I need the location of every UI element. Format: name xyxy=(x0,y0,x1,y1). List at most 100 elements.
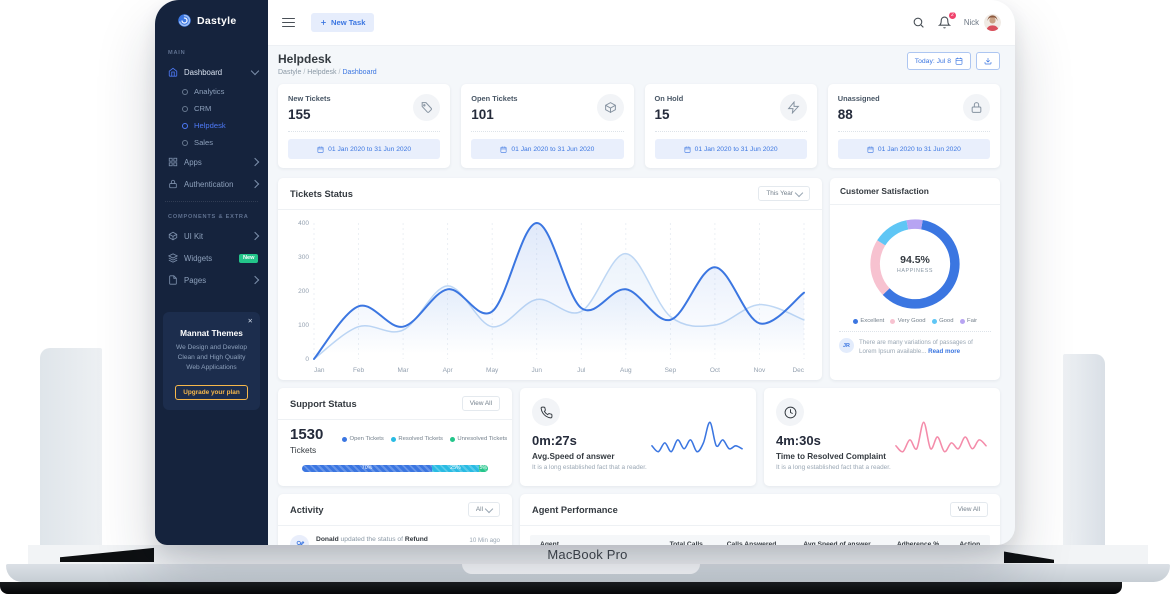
satisfaction-donut-chart: 94.5% HAPPINESS xyxy=(863,212,967,316)
activity-filter-select[interactable]: All xyxy=(467,502,500,517)
svg-text:Mar: Mar xyxy=(397,367,409,374)
year-filter-value: This Year xyxy=(766,190,793,197)
svg-text:100: 100 xyxy=(298,322,309,329)
legend-dot xyxy=(852,318,858,324)
sidebar-item-label: Pages xyxy=(184,275,207,285)
laptop-hinge xyxy=(28,545,1148,564)
sidebar-item-dashboard[interactable]: Dashboard xyxy=(155,61,268,83)
notifications-button[interactable]: 2 xyxy=(937,11,956,30)
layers-icon xyxy=(168,253,178,263)
date-range-label: 01 Jan 2020 to 31 Jun 2020 xyxy=(694,145,778,153)
today-date-label: Today: Jul 8 xyxy=(914,57,951,65)
sidebar-item-uikit[interactable]: UI Kit xyxy=(155,225,268,247)
close-icon[interactable]: ✕ xyxy=(247,318,253,325)
sidebar-item-label: Apps xyxy=(184,157,202,167)
sidebar-item-apps[interactable]: Apps xyxy=(155,151,268,173)
view-all-button[interactable]: View All xyxy=(461,396,500,411)
chevron-down-icon xyxy=(794,188,804,197)
laptop-notch xyxy=(462,564,700,574)
legend-label: Resolved Tickets xyxy=(398,436,443,442)
new-task-button[interactable]: New Task xyxy=(311,13,375,32)
sidebar-item-crm[interactable]: CRM xyxy=(155,100,268,117)
today-date-button[interactable]: Today: Jul 8 xyxy=(906,52,971,70)
search-button[interactable] xyxy=(912,16,926,30)
menu-toggle-icon[interactable] xyxy=(282,15,295,29)
sidebar-subitem-label: Sales xyxy=(194,138,213,147)
activity-actor: Donald xyxy=(316,536,339,543)
laptop-hinge-shadow-right xyxy=(1004,551,1054,563)
agent-performance-card: Agent Performance View All Agent Total C… xyxy=(520,494,1000,545)
card-title: Tickets Status xyxy=(290,188,353,199)
legend-label: Fair xyxy=(967,318,978,324)
answer-speed-card: 0m:27s Avg.Speed of answer It is a long … xyxy=(520,388,756,486)
date-range-button[interactable]: 01 Jan 2020 to 31 Jun 2020 xyxy=(654,139,807,159)
date-range-button[interactable]: 01 Jan 2020 to 31 Jun 2020 xyxy=(837,139,990,159)
page-title: Helpdesk xyxy=(278,52,332,66)
page-content: Helpdesk Dastyle / Helpdesk / Dashboard Toda… xyxy=(268,45,1015,545)
activity-subject: Refund #1234 xyxy=(404,536,428,543)
sidebar-item-widgets[interactable]: Widgets New xyxy=(155,247,268,269)
svg-text:Nov: Nov xyxy=(754,367,766,374)
sidebar-item-analytics[interactable]: Analytics xyxy=(155,83,268,100)
upgrade-plan-button[interactable]: Upgrade your plan xyxy=(175,384,248,400)
tag-icon xyxy=(421,102,433,113)
sidebar-section-components: COMPONENTS & EXTRA xyxy=(168,214,249,220)
view-all-button[interactable]: View All xyxy=(949,502,988,517)
search-icon xyxy=(913,17,924,28)
date-range-button[interactable]: 01 Jan 2020 to 31 Jun 2020 xyxy=(288,139,441,159)
sidebar-section-main: MAIN xyxy=(168,50,186,56)
breadcrumb-current[interactable]: Dashboard xyxy=(342,69,377,76)
avatar xyxy=(984,14,1001,31)
date-range-button[interactable]: 01 Jan 2020 to 31 Jun 2020 xyxy=(471,139,624,159)
brand-swirl-icon xyxy=(178,14,191,27)
download-button[interactable] xyxy=(976,52,1000,70)
phone-icon xyxy=(540,406,552,418)
laptop-lid-left-edge xyxy=(40,348,102,552)
donut-svg xyxy=(870,219,960,309)
dashboard-window: Dastyle MAIN Dashboard Analytics CRM H xyxy=(155,0,1015,545)
sidebar-item-sales[interactable]: Sales xyxy=(155,134,268,151)
bullet-icon xyxy=(182,139,188,146)
chevron-right-icon xyxy=(250,275,260,285)
resolve-time-card: 4m:30s Time to Resolved Complaint It is … xyxy=(764,388,1000,486)
sidebar-item-label: Dashboard xyxy=(184,67,223,77)
svg-text:Jul: Jul xyxy=(577,367,586,374)
year-filter-select[interactable]: This Year xyxy=(758,186,810,201)
activity-time: 10 Min ago xyxy=(469,537,500,544)
sidebar-item-authentication[interactable]: Authentication xyxy=(155,173,268,195)
legend-dot xyxy=(959,318,965,324)
box-icon xyxy=(168,231,178,241)
legend-label: Good xyxy=(939,318,954,324)
column-header: Action xyxy=(959,541,981,545)
date-range-label: 01 Jan 2020 to 31 Jun 2020 xyxy=(877,145,961,153)
brand-logo[interactable]: Dastyle xyxy=(155,0,268,38)
sidebar-item-helpdesk[interactable]: Helpdesk xyxy=(155,117,268,134)
total-tickets-value: 1530 xyxy=(290,426,324,443)
chevron-right-icon xyxy=(250,231,260,241)
stat-card-on-hold: On Hold 15 01 Jan 2020 to 31 Jun 2020 xyxy=(644,84,817,168)
bell-icon xyxy=(937,16,951,28)
column-header: Adherence % xyxy=(896,541,940,545)
sidebar-item-label: Authentication xyxy=(184,179,234,189)
breadcrumb-link[interactable]: Dastyle xyxy=(278,69,302,76)
user-menu[interactable]: Nick xyxy=(964,14,1001,31)
promo-text: We Design and Develop Clean and High Qua… xyxy=(176,344,247,371)
satisfaction-note: JR There are many variations of passages… xyxy=(839,331,991,357)
card-title: Customer Satisfaction xyxy=(830,178,1000,205)
chevron-down-icon xyxy=(250,66,260,76)
card-title: Support Status xyxy=(290,398,357,409)
zap-icon xyxy=(787,101,800,114)
read-more-link[interactable]: Read more xyxy=(928,348,961,356)
page-header: Helpdesk Dastyle / Helpdesk / Dashboard Toda… xyxy=(278,52,1000,76)
tickets-status-line-chart: Jan Feb Mar Apr May Jun Jul Aug Sep Oct Nov Dec 0 100… xyxy=(298,220,805,374)
support-legend: Open Tickets Resolved Tickets Unresolved… xyxy=(342,436,507,442)
legend-dot xyxy=(390,436,396,442)
bullet-icon xyxy=(182,105,188,112)
answer-speed-sparkline xyxy=(651,421,743,453)
legend-dot xyxy=(890,318,896,324)
user-name: Nick xyxy=(963,18,979,27)
stat-card-unassigned: Unassigned 88 01 Jan 2020 to 31 Jun 2020 xyxy=(827,84,1000,168)
sidebar-item-pages[interactable]: Pages xyxy=(155,269,268,291)
legend-label: Open Tickets xyxy=(349,436,384,442)
breadcrumb-link[interactable]: Helpdesk xyxy=(307,69,337,76)
